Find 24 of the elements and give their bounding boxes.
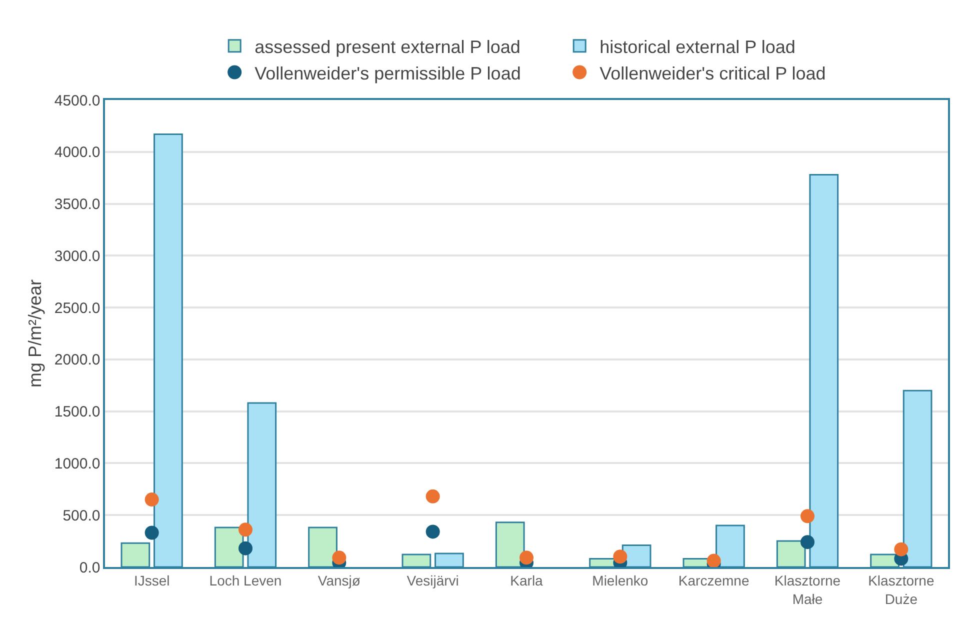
y-tick-label: 4000.0 [54,144,100,162]
legend-label: assessed present external P load [254,36,520,57]
y-tick-label: 4500.0 [54,92,100,110]
y-tick-label: 2500.0 [54,300,100,317]
y-tick-label: 1000.0 [54,455,100,472]
x-tick-label: Vesijärvi [406,572,459,589]
y-tick-label: 1500.0 [54,404,100,421]
legend-label: historical external P load [600,36,796,57]
legend-label: Vollenweider's permissible P load [254,63,521,84]
x-tick-label: Karczemne [678,572,750,589]
y-tick-label: 2000.0 [54,352,100,369]
legend-label: Vollenweider's critical P load [600,63,826,84]
y-tick-label: 3000.0 [54,248,100,265]
y-tick-label: 0.0 [79,559,100,576]
x-tick-label: Mielenko [592,572,648,589]
x-tick-label: Loch Leven [209,572,282,589]
y-tick-label: 3500.0 [54,196,100,214]
x-tick-label: Klasztorne Duże [868,572,934,607]
y-axis-title: mg P/m²/year [25,279,46,388]
x-tick-label: IJssel [134,572,170,589]
y-tick-label: 500.0 [62,507,100,524]
x-tick-label: Karla [510,572,544,589]
x-tick-label: Vansjø [318,572,361,589]
x-tick-label: Klasztorne Małe [774,572,841,607]
